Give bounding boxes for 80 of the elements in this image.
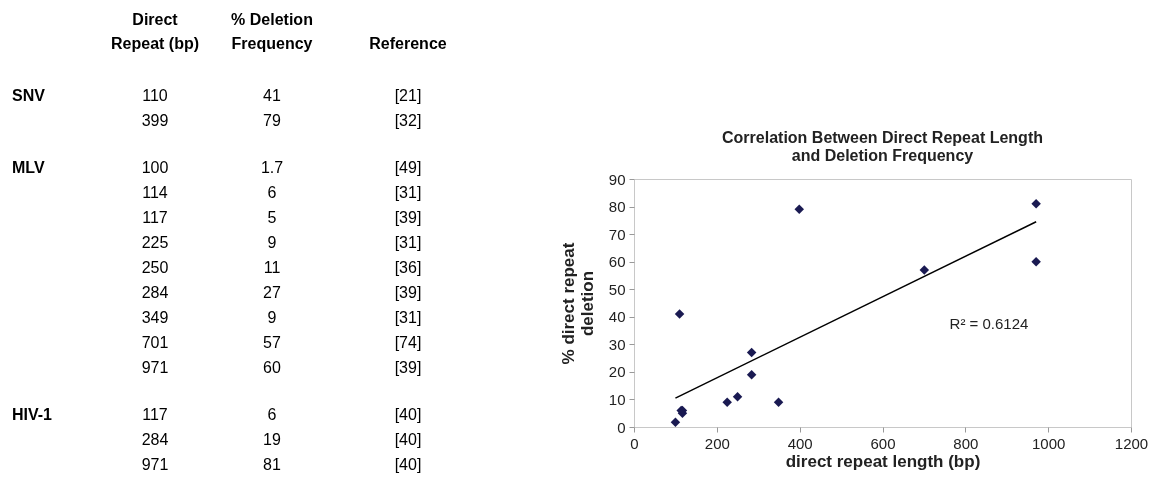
y-tick-label: 30	[608, 335, 626, 353]
y-axis-title: % direct repeat deletion	[558, 242, 597, 365]
text: 284	[141, 431, 169, 448]
y-tick-label: 20	[608, 363, 626, 381]
text: 971	[141, 456, 169, 473]
text: 110	[142, 87, 168, 104]
x-tick-label: 600	[870, 434, 896, 452]
point	[1031, 199, 1041, 209]
y-tick-label: 90	[608, 170, 626, 188]
text: 117	[142, 406, 168, 423]
y-tick-label: 50	[608, 280, 626, 298]
text: [40]	[394, 431, 422, 448]
text: 11	[263, 259, 281, 276]
x-tick-label: 400	[787, 434, 813, 452]
text: [36]	[394, 259, 422, 276]
text: 117	[142, 209, 168, 226]
text: 81	[263, 456, 281, 473]
y-tick-label: 60	[608, 253, 626, 271]
y-tick-label: 0	[617, 418, 626, 436]
text: [31]	[394, 309, 422, 326]
x-tick-label: 800	[953, 434, 979, 452]
category-label: SNV	[12, 87, 45, 104]
text: 6	[267, 184, 277, 201]
text: 9	[267, 234, 277, 251]
x-tick-label: 1000	[1031, 434, 1066, 452]
text: [39]	[394, 359, 422, 376]
text: 5	[267, 209, 277, 226]
text: [40]	[394, 456, 422, 473]
text: 57	[263, 334, 281, 351]
text: 19	[263, 431, 281, 448]
point	[674, 309, 685, 319]
category-label: Reference	[369, 35, 447, 52]
text: [31]	[394, 234, 422, 251]
point	[919, 265, 930, 275]
y-tick-label: 10	[608, 390, 626, 408]
category-label: MLV	[12, 159, 45, 176]
text: 6	[267, 406, 277, 423]
x-tick-label: 200	[704, 434, 730, 452]
text: [31]	[394, 184, 422, 201]
text: [32]	[394, 112, 422, 129]
category-label: HIV-1	[12, 406, 53, 423]
text: 114	[142, 184, 168, 201]
point	[722, 397, 732, 407]
point	[1031, 256, 1041, 267]
point	[746, 369, 757, 380]
text: 225	[141, 234, 169, 251]
point	[670, 417, 681, 428]
text: [49]	[394, 159, 422, 176]
text: 41	[263, 87, 281, 104]
point	[732, 391, 743, 402]
chart-title: Correlation Between Direct Repeat Length and Deletion Frequency	[722, 129, 1043, 164]
category-label: % Deletion Frequency	[231, 11, 313, 52]
x-axis-title: direct repeat length (bp)	[785, 451, 981, 471]
text: 971	[141, 359, 169, 376]
x-tick-label: 1200	[1114, 434, 1149, 452]
text: 60	[263, 359, 281, 376]
text: 1.7	[260, 159, 284, 176]
text: [74]	[394, 334, 422, 351]
text: [39]	[394, 209, 422, 226]
text: 349	[141, 309, 169, 326]
text: 701	[141, 334, 169, 351]
text: [39]	[394, 284, 422, 301]
point	[773, 397, 784, 407]
text: 27	[263, 284, 281, 301]
text: [40]	[394, 406, 422, 423]
text: 79	[263, 112, 281, 129]
text: 399	[141, 112, 169, 129]
text: 100	[141, 159, 169, 176]
x-tick-label: 0	[630, 434, 639, 452]
annotation: R² = 0.6124	[949, 315, 1029, 332]
category-label: Direct Repeat (bp)	[111, 11, 199, 52]
y-tick-label: 40	[608, 308, 626, 326]
text: 284	[141, 284, 169, 301]
y-tick-label: 70	[608, 225, 626, 243]
y-tick-label: 80	[608, 198, 626, 216]
text: [21]	[394, 87, 422, 104]
point	[794, 204, 804, 215]
text: 250	[141, 259, 169, 276]
text: 9	[267, 309, 277, 326]
point	[746, 347, 757, 358]
